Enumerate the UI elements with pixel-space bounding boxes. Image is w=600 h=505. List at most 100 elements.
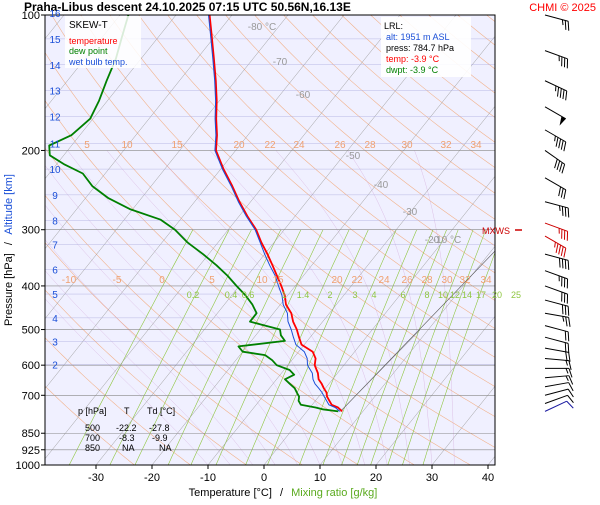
wind-barb-flag: [563, 293, 566, 303]
table-row-850-p: 850: [85, 443, 100, 453]
wind-barb-flag: [558, 186, 562, 197]
wind-barb-flag: [567, 388, 574, 398]
x-tick-label: 20: [370, 472, 382, 484]
dry-adiabat: [225, 15, 495, 247]
dry-adiabat-label: 28: [364, 140, 376, 151]
x-axis-label-sep: /: [280, 487, 284, 499]
wind-barb-pennant: [559, 116, 566, 126]
wind-barb-flag: [563, 57, 566, 68]
dry-adiabat: [545, 15, 600, 465]
table-header-td: Td [°C]: [147, 406, 175, 416]
dry-adiabat: [138, 15, 495, 329]
mixing-ratio-label: 1.4: [297, 290, 310, 300]
wind-barb-half: [558, 228, 560, 234]
mixing-ratio-label: 10: [438, 290, 448, 300]
y-axis-label-sep: /: [3, 241, 15, 245]
table-row-850-t: NA: [122, 443, 135, 453]
pressure-tick-label: 600: [22, 360, 40, 372]
altitude-tick-label: 16: [49, 9, 61, 20]
wind-barb: [544, 382, 574, 392]
wind-barb-flag: [566, 278, 569, 289]
wind-barb-flag: [563, 277, 566, 288]
wind-barb: [544, 299, 570, 316]
wind-barb-half: [565, 360, 568, 366]
isotherm-line: [95, 15, 457, 465]
wind-barb-flag: [567, 331, 570, 342]
pressure-tick-label: 850: [22, 428, 40, 440]
wind-barb-staff: [544, 325, 569, 333]
dry-adiabat-label: 34: [470, 140, 482, 151]
mixing-ratio-label: 3: [352, 290, 357, 300]
wind-barb: [544, 312, 571, 327]
x-tick-label: -30: [88, 472, 104, 484]
isotherm-line: [45, 15, 177, 180]
wind-barb: [544, 358, 572, 370]
wind-barb-half: [554, 242, 556, 248]
pressure-tick-label: 300: [22, 225, 40, 237]
mixing-ratio-label: 0.4: [225, 290, 238, 300]
legend-temperature: temperature: [69, 36, 118, 46]
interior-labels: -80 °C-70-60-50-40-30-20-10 °C5 10 15 20 22 2…: [62, 22, 521, 300]
wind-barb: [544, 325, 570, 342]
wind-barb-flag: [568, 360, 572, 370]
wind-barb-staff: [544, 50, 568, 60]
dry-adiabat-label: 5: [209, 275, 215, 286]
wind-barb-staff: [544, 394, 568, 404]
mixing-ratio-label: 4: [371, 290, 376, 300]
dry-adiabat-label: 20: [233, 140, 245, 151]
wind-barb: [544, 388, 574, 398]
wind-barb: [544, 336, 570, 353]
wind-barb-flag: [561, 229, 563, 239]
lrl-panel: LRL: alt: 1951 m ASL press: 784.7 hPa te…: [381, 17, 471, 77]
wind-barb: [544, 400, 574, 412]
wind-barb: [545, 367, 573, 378]
wind-barb-flag: [567, 306, 570, 316]
table-row-500-td: -27.8: [149, 423, 170, 433]
dry-adiabat-label: 10: [256, 275, 268, 286]
altitude-tick-label: 12: [49, 112, 61, 123]
isotherm-line: [487, 455, 495, 465]
wind-barb: [544, 270, 569, 289]
wind-barb-flag: [561, 206, 564, 216]
dry-adiabat: [486, 15, 495, 23]
wind-barb-staff: [544, 375, 569, 379]
wind-barb-half: [565, 368, 569, 374]
wind-barb-flag: [561, 258, 564, 269]
wind-barb-staff: [544, 253, 569, 261]
mixing-ratio-label: 0.2: [187, 290, 200, 300]
wind-barb: [544, 235, 567, 258]
dry-adiabat: [254, 15, 495, 220]
pressure-tick-label: 100: [22, 10, 40, 22]
altitude-tick-label: 14: [49, 61, 61, 72]
x-tick-label: 30: [426, 472, 438, 484]
isotherm-line: [45, 15, 233, 250]
wind-barb-flag: [567, 394, 574, 404]
isotherm-label: -50: [346, 151, 361, 162]
wind-barb: [544, 285, 569, 304]
wind-barb-staff: [544, 235, 567, 249]
wind-barb-staff: [544, 270, 568, 280]
wind-barb: [544, 150, 566, 174]
altitude-tick-label: 15: [49, 35, 61, 46]
wind-barb-half: [558, 275, 560, 282]
wind-barb-flag: [564, 305, 567, 315]
wind-barb-staff: [544, 299, 569, 307]
wind-barb-flag: [561, 292, 563, 302]
isotherm-label: -60: [296, 90, 311, 101]
wind-barb-flag: [560, 188, 564, 198]
wind-barb: [544, 394, 574, 404]
x-axis-label-temp: Temperature [°C]: [189, 487, 272, 499]
background-lines: [45, 15, 600, 465]
altitude-tick-label: 11: [50, 140, 61, 151]
wind-barb: [544, 222, 569, 241]
y-axis-label-alt: Altitude [km]: [3, 174, 15, 235]
wind-barb-flag: [565, 316, 568, 327]
wind-barb-flag: [554, 158, 558, 169]
legend-wetbulb: wet bulb temp.: [68, 57, 128, 67]
dry-adiabat-label: 20: [331, 275, 343, 286]
dry-adiabat-label: 24: [378, 275, 390, 286]
dry-adiabat-label: 32: [459, 275, 471, 286]
wind-barb-flag: [567, 260, 570, 270]
dry-adiabat: [196, 15, 495, 274]
wind-barb-flag: [560, 246, 564, 257]
